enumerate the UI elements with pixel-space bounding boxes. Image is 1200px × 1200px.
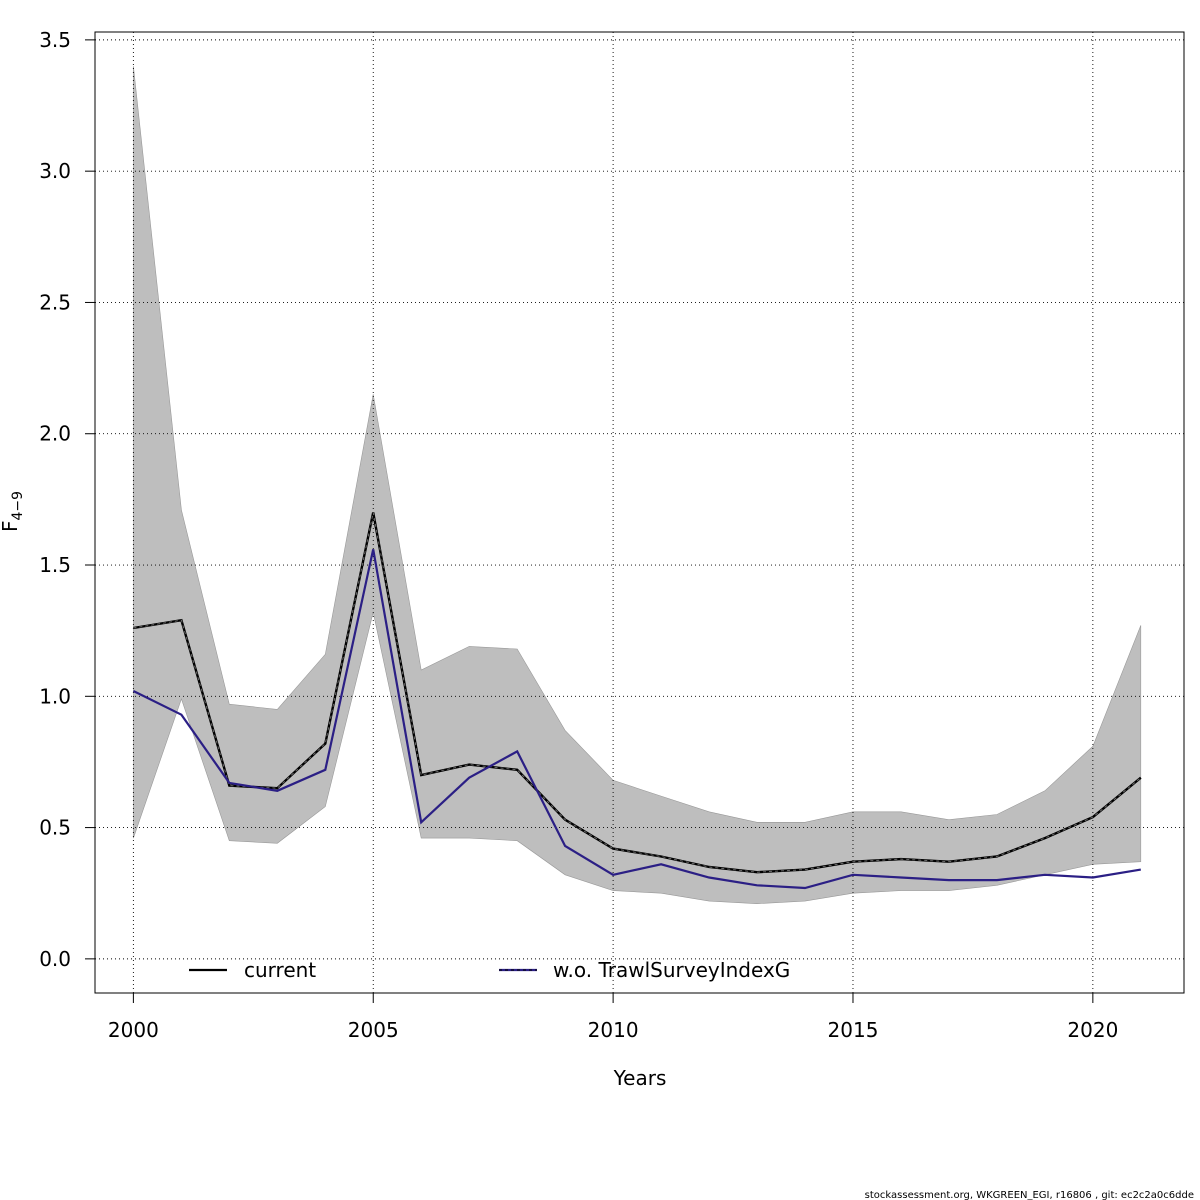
- y-axis-title: F4−9: [0, 491, 26, 532]
- axis-layer: 2000 2005 2010 2015 2020 0.0 0.5 1.0 1.5 2.0 2.5 3.…: [39, 28, 1118, 1042]
- y-tick-label-1: 0.5: [39, 816, 71, 840]
- x-axis-title: Years: [613, 1066, 667, 1090]
- legend-label-current: current: [244, 958, 316, 982]
- confidence-band-layer: [133, 66, 1142, 905]
- x-tick-label-1: 2005: [348, 1018, 399, 1042]
- x-tick-label-4: 2020: [1067, 1018, 1118, 1042]
- svg-text:F4−9: F4−9: [0, 491, 26, 532]
- y-tick-label-7: 3.5: [39, 28, 71, 52]
- y-tick-label-2: 1.0: [39, 684, 71, 708]
- plot-frame: [94, 31, 1185, 994]
- y-tick-label-4: 2.0: [39, 422, 71, 446]
- series-layer: [132, 512, 1142, 890]
- y-tick-label-5: 2.5: [39, 290, 71, 314]
- legend: current w.o. TrawlSurveyIndexG: [189, 958, 790, 982]
- x-tick-label-2: 2010: [588, 1018, 639, 1042]
- legend-label-wo-trawl: w.o. TrawlSurveyIndexG: [553, 958, 790, 982]
- y-axis-title-subscript: 4−9: [10, 491, 26, 521]
- x-tick-label-0: 2000: [108, 1018, 159, 1042]
- y-tick-label-3: 1.5: [39, 553, 71, 577]
- y-axis-title-main: F: [0, 520, 22, 532]
- confidence-band: [133, 66, 1142, 905]
- grid-layer: [95, 32, 1184, 993]
- series-line-wo-trawl: [132, 549, 1141, 890]
- x-tick-label-3: 2015: [828, 1018, 879, 1042]
- y-tick-label-6: 3.0: [39, 159, 71, 183]
- series-line-current-dash: [133, 512, 1142, 873]
- footer-credit: stockassessment.org, WKGREEN_EGI, r16806…: [865, 1190, 1194, 1200]
- y-tick-label-0: 0.0: [39, 947, 71, 971]
